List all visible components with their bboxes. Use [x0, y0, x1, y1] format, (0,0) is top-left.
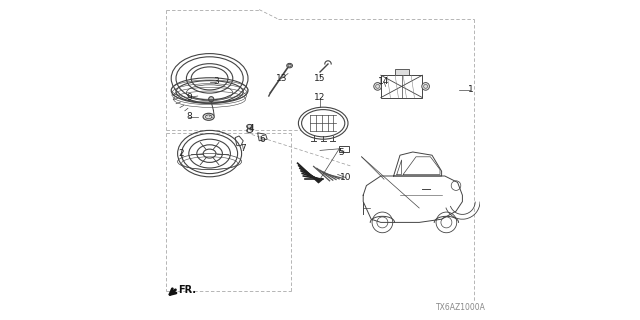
Bar	[339, 146, 349, 152]
Text: 13: 13	[276, 74, 287, 83]
Ellipse shape	[287, 63, 292, 68]
Text: 4: 4	[248, 124, 254, 132]
Text: TX6AZ1000A: TX6AZ1000A	[436, 303, 486, 312]
Text: 14: 14	[378, 77, 390, 86]
Ellipse shape	[247, 124, 253, 128]
Ellipse shape	[203, 113, 214, 120]
Text: 2: 2	[178, 149, 184, 158]
Text: 15: 15	[314, 74, 326, 83]
Text: 12: 12	[314, 93, 326, 102]
Text: 5: 5	[338, 148, 344, 156]
Text: FR.: FR.	[178, 284, 196, 295]
Text: 9: 9	[186, 93, 191, 102]
Circle shape	[209, 97, 214, 102]
Bar	[381, 75, 422, 98]
Text: 7: 7	[241, 144, 246, 153]
Text: 3: 3	[213, 77, 219, 86]
Circle shape	[374, 83, 381, 90]
Text: 8: 8	[186, 112, 191, 121]
Bar	[394, 69, 409, 75]
Circle shape	[422, 83, 429, 90]
Text: 10: 10	[340, 173, 351, 182]
Text: 1: 1	[468, 85, 473, 94]
Text: 6: 6	[260, 135, 265, 144]
